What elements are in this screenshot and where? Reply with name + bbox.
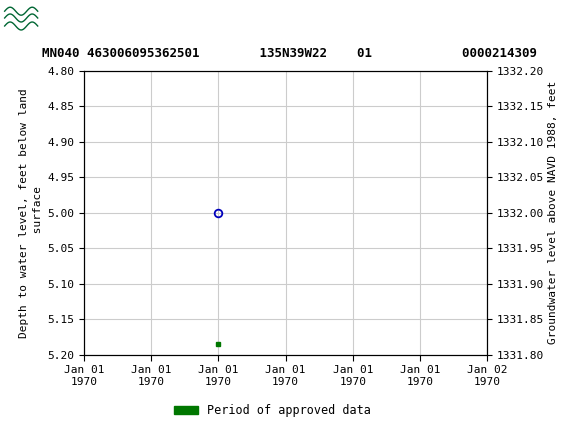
- Y-axis label: Depth to water level, feet below land
 surface: Depth to water level, feet below land su…: [19, 88, 44, 338]
- Text: USGS: USGS: [42, 11, 97, 29]
- Y-axis label: Groundwater level above NAVD 1988, feet: Groundwater level above NAVD 1988, feet: [548, 81, 559, 344]
- Legend: Period of approved data: Period of approved data: [169, 399, 376, 422]
- Text: MN040 463006095362501        135N39W22    01            0000214309: MN040 463006095362501 135N39W22 01 00002…: [42, 47, 538, 60]
- FancyBboxPatch shape: [3, 3, 70, 37]
